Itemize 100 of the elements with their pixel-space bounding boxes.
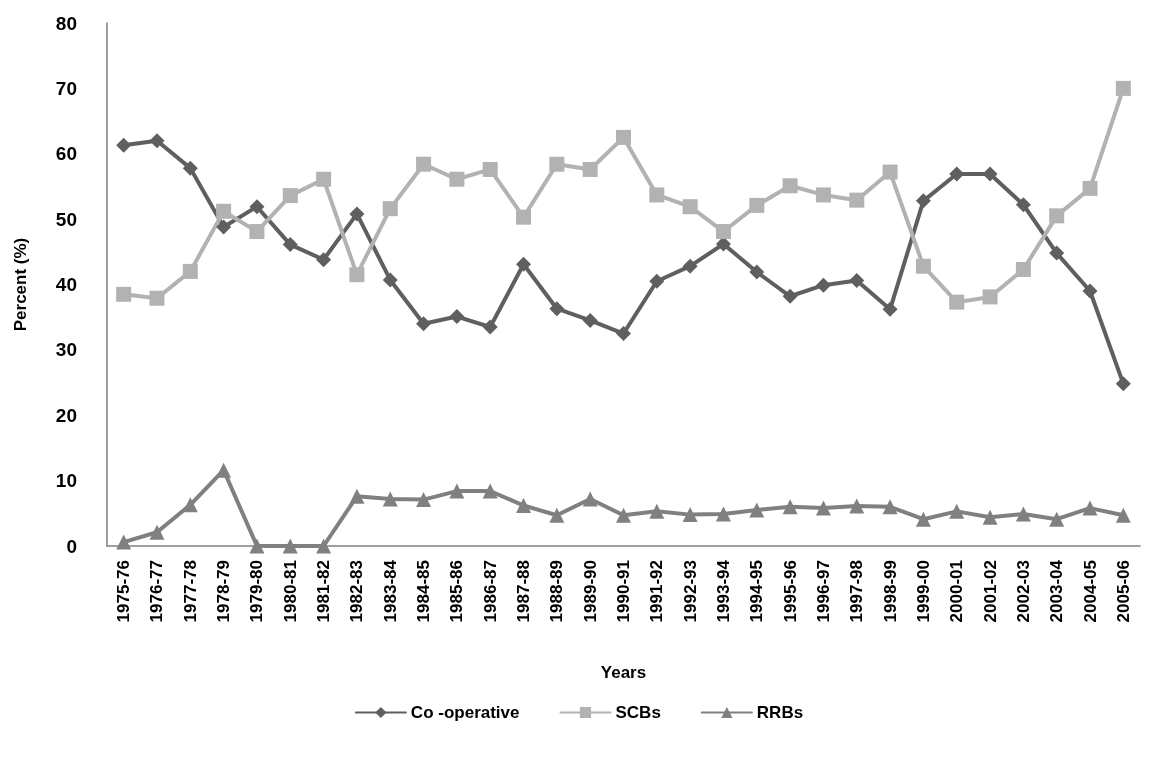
y-tick-label: 50 [55, 208, 77, 230]
x-tick-label: 2004-05 [1080, 560, 1100, 623]
point [349, 488, 365, 504]
point [749, 264, 765, 280]
x-tick-label: 1978-79 [214, 560, 234, 623]
point [982, 509, 998, 525]
y-tick-label: 80 [55, 12, 77, 34]
y-axis-title: Percent (%) [11, 237, 30, 332]
point [116, 534, 132, 550]
legend-label: SCBs [615, 703, 661, 722]
point [282, 188, 298, 204]
point [616, 507, 631, 523]
y-tick-label: 30 [55, 339, 77, 361]
point [1115, 80, 1131, 96]
x-tick-label: 2000-01 [947, 560, 967, 623]
point [216, 462, 232, 478]
point [749, 197, 765, 213]
point [616, 326, 631, 342]
point [982, 289, 998, 305]
point [815, 277, 831, 293]
point [682, 258, 698, 274]
x-tick-label: 1979-80 [247, 560, 267, 623]
point [316, 171, 332, 187]
y-tick-label: 20 [55, 404, 77, 426]
y-tick-label: 60 [55, 143, 77, 165]
point [1015, 197, 1031, 213]
legend-label: RRBs [756, 703, 804, 722]
x-tick-label: 1998-99 [880, 560, 900, 623]
point [182, 160, 198, 176]
point [249, 199, 265, 215]
point [915, 511, 931, 527]
point [182, 497, 198, 513]
point [549, 301, 565, 317]
point [249, 224, 265, 240]
point [449, 309, 465, 325]
point [782, 499, 798, 515]
point [416, 156, 432, 172]
point [849, 273, 865, 289]
x-tick-label: 1982-83 [347, 560, 367, 623]
point [282, 237, 298, 253]
point [1082, 180, 1098, 196]
point [449, 171, 465, 187]
x-tick-label: 1993-94 [713, 559, 733, 623]
point [1049, 208, 1065, 224]
x-tick-label: 1976-77 [147, 560, 167, 623]
point [1082, 500, 1098, 516]
point [649, 503, 665, 519]
point [1082, 283, 1098, 299]
point [382, 491, 398, 507]
point [116, 137, 132, 153]
point [149, 524, 165, 540]
point [382, 201, 398, 217]
y-tick-label: 0 [66, 535, 77, 557]
point [582, 161, 598, 177]
point [416, 492, 432, 508]
point [216, 203, 232, 219]
x-tick-label: 2002-03 [1013, 560, 1033, 623]
point [616, 129, 631, 145]
point [482, 319, 498, 335]
y-tick-label: 70 [55, 77, 77, 99]
x-tick-label: 1999-00 [913, 560, 933, 623]
point [915, 193, 931, 209]
point [782, 178, 798, 194]
point [649, 273, 665, 289]
x-tick-label: 1992-93 [680, 560, 700, 623]
point [216, 219, 232, 235]
point [849, 192, 865, 208]
point [249, 538, 265, 554]
point [749, 502, 765, 518]
point [516, 209, 532, 225]
x-tick-label: 1991-92 [647, 560, 667, 623]
legend-label: Co -operative [410, 703, 520, 722]
x-tick-label: 2005-06 [1113, 560, 1133, 623]
point [316, 252, 332, 268]
x-tick-label: 1994-95 [747, 560, 767, 623]
x-tick-label: 1981-82 [314, 560, 334, 623]
point [1015, 506, 1031, 522]
x-axis-title: Years [600, 663, 647, 682]
x-tick-label: 1983-84 [380, 559, 400, 623]
x-tick-label: 1986-87 [480, 560, 500, 623]
point [1015, 261, 1031, 277]
x-tick-label: 1996-97 [813, 560, 833, 623]
point [116, 286, 132, 302]
point [416, 316, 432, 332]
point [482, 161, 498, 177]
point [1115, 376, 1131, 392]
x-tick-label: 1990-91 [614, 560, 633, 623]
point [682, 199, 698, 215]
point [349, 267, 365, 283]
point [316, 538, 332, 554]
point [949, 503, 965, 519]
point [182, 263, 198, 279]
point [1049, 245, 1065, 261]
point [815, 187, 831, 203]
point [649, 187, 665, 203]
point [915, 258, 931, 274]
point [782, 288, 798, 304]
x-tick-label: 2003-04 [1047, 559, 1067, 623]
point [349, 206, 365, 222]
point [282, 538, 298, 554]
